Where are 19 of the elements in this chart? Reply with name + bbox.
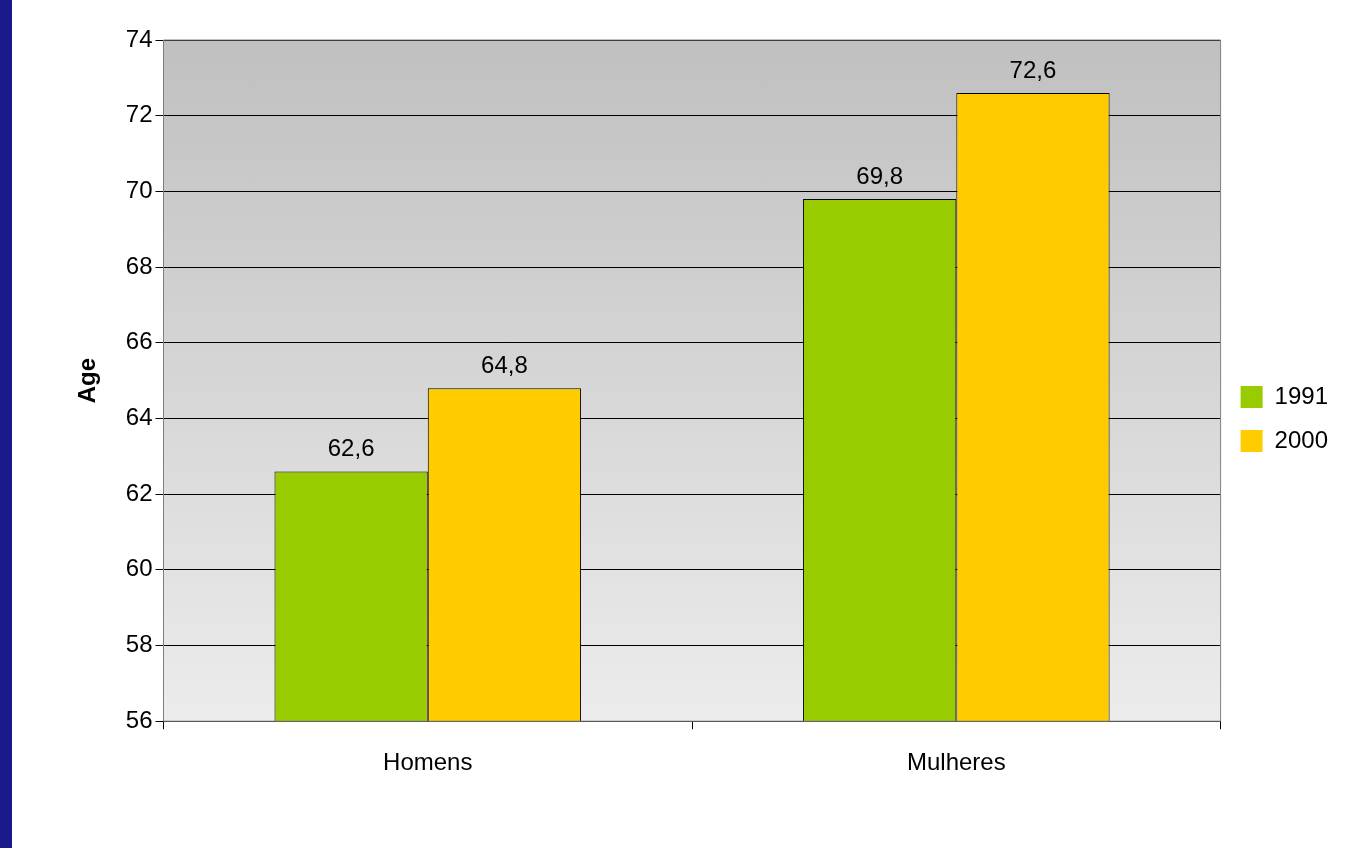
x-tick-label: Homens <box>383 748 473 776</box>
x-tick-label: Mulheres <box>906 748 1006 776</box>
data-label: 62,6 <box>327 434 375 462</box>
y-tick-label: 56 <box>125 705 153 733</box>
data-label: 64,8 <box>481 350 528 378</box>
data-label: 69,8 <box>856 161 904 189</box>
y-tick-label: 74 <box>125 24 153 52</box>
y-tick-label: 66 <box>125 327 153 355</box>
legend-label: 2000 <box>1274 425 1328 453</box>
y-tick-label: 64 <box>125 403 153 431</box>
y-axis-title: Age <box>73 357 101 404</box>
y-tick-label: 68 <box>125 251 153 279</box>
y-tick-label: 62 <box>125 478 153 506</box>
y-tick-label: 60 <box>125 554 153 582</box>
data-label: 72,6 <box>1009 55 1057 83</box>
legend-label: 1991 <box>1274 381 1328 409</box>
y-tick-label: 72 <box>125 100 153 128</box>
y-tick-label: 70 <box>125 176 153 203</box>
y-tick-label: 58 <box>125 630 153 658</box>
